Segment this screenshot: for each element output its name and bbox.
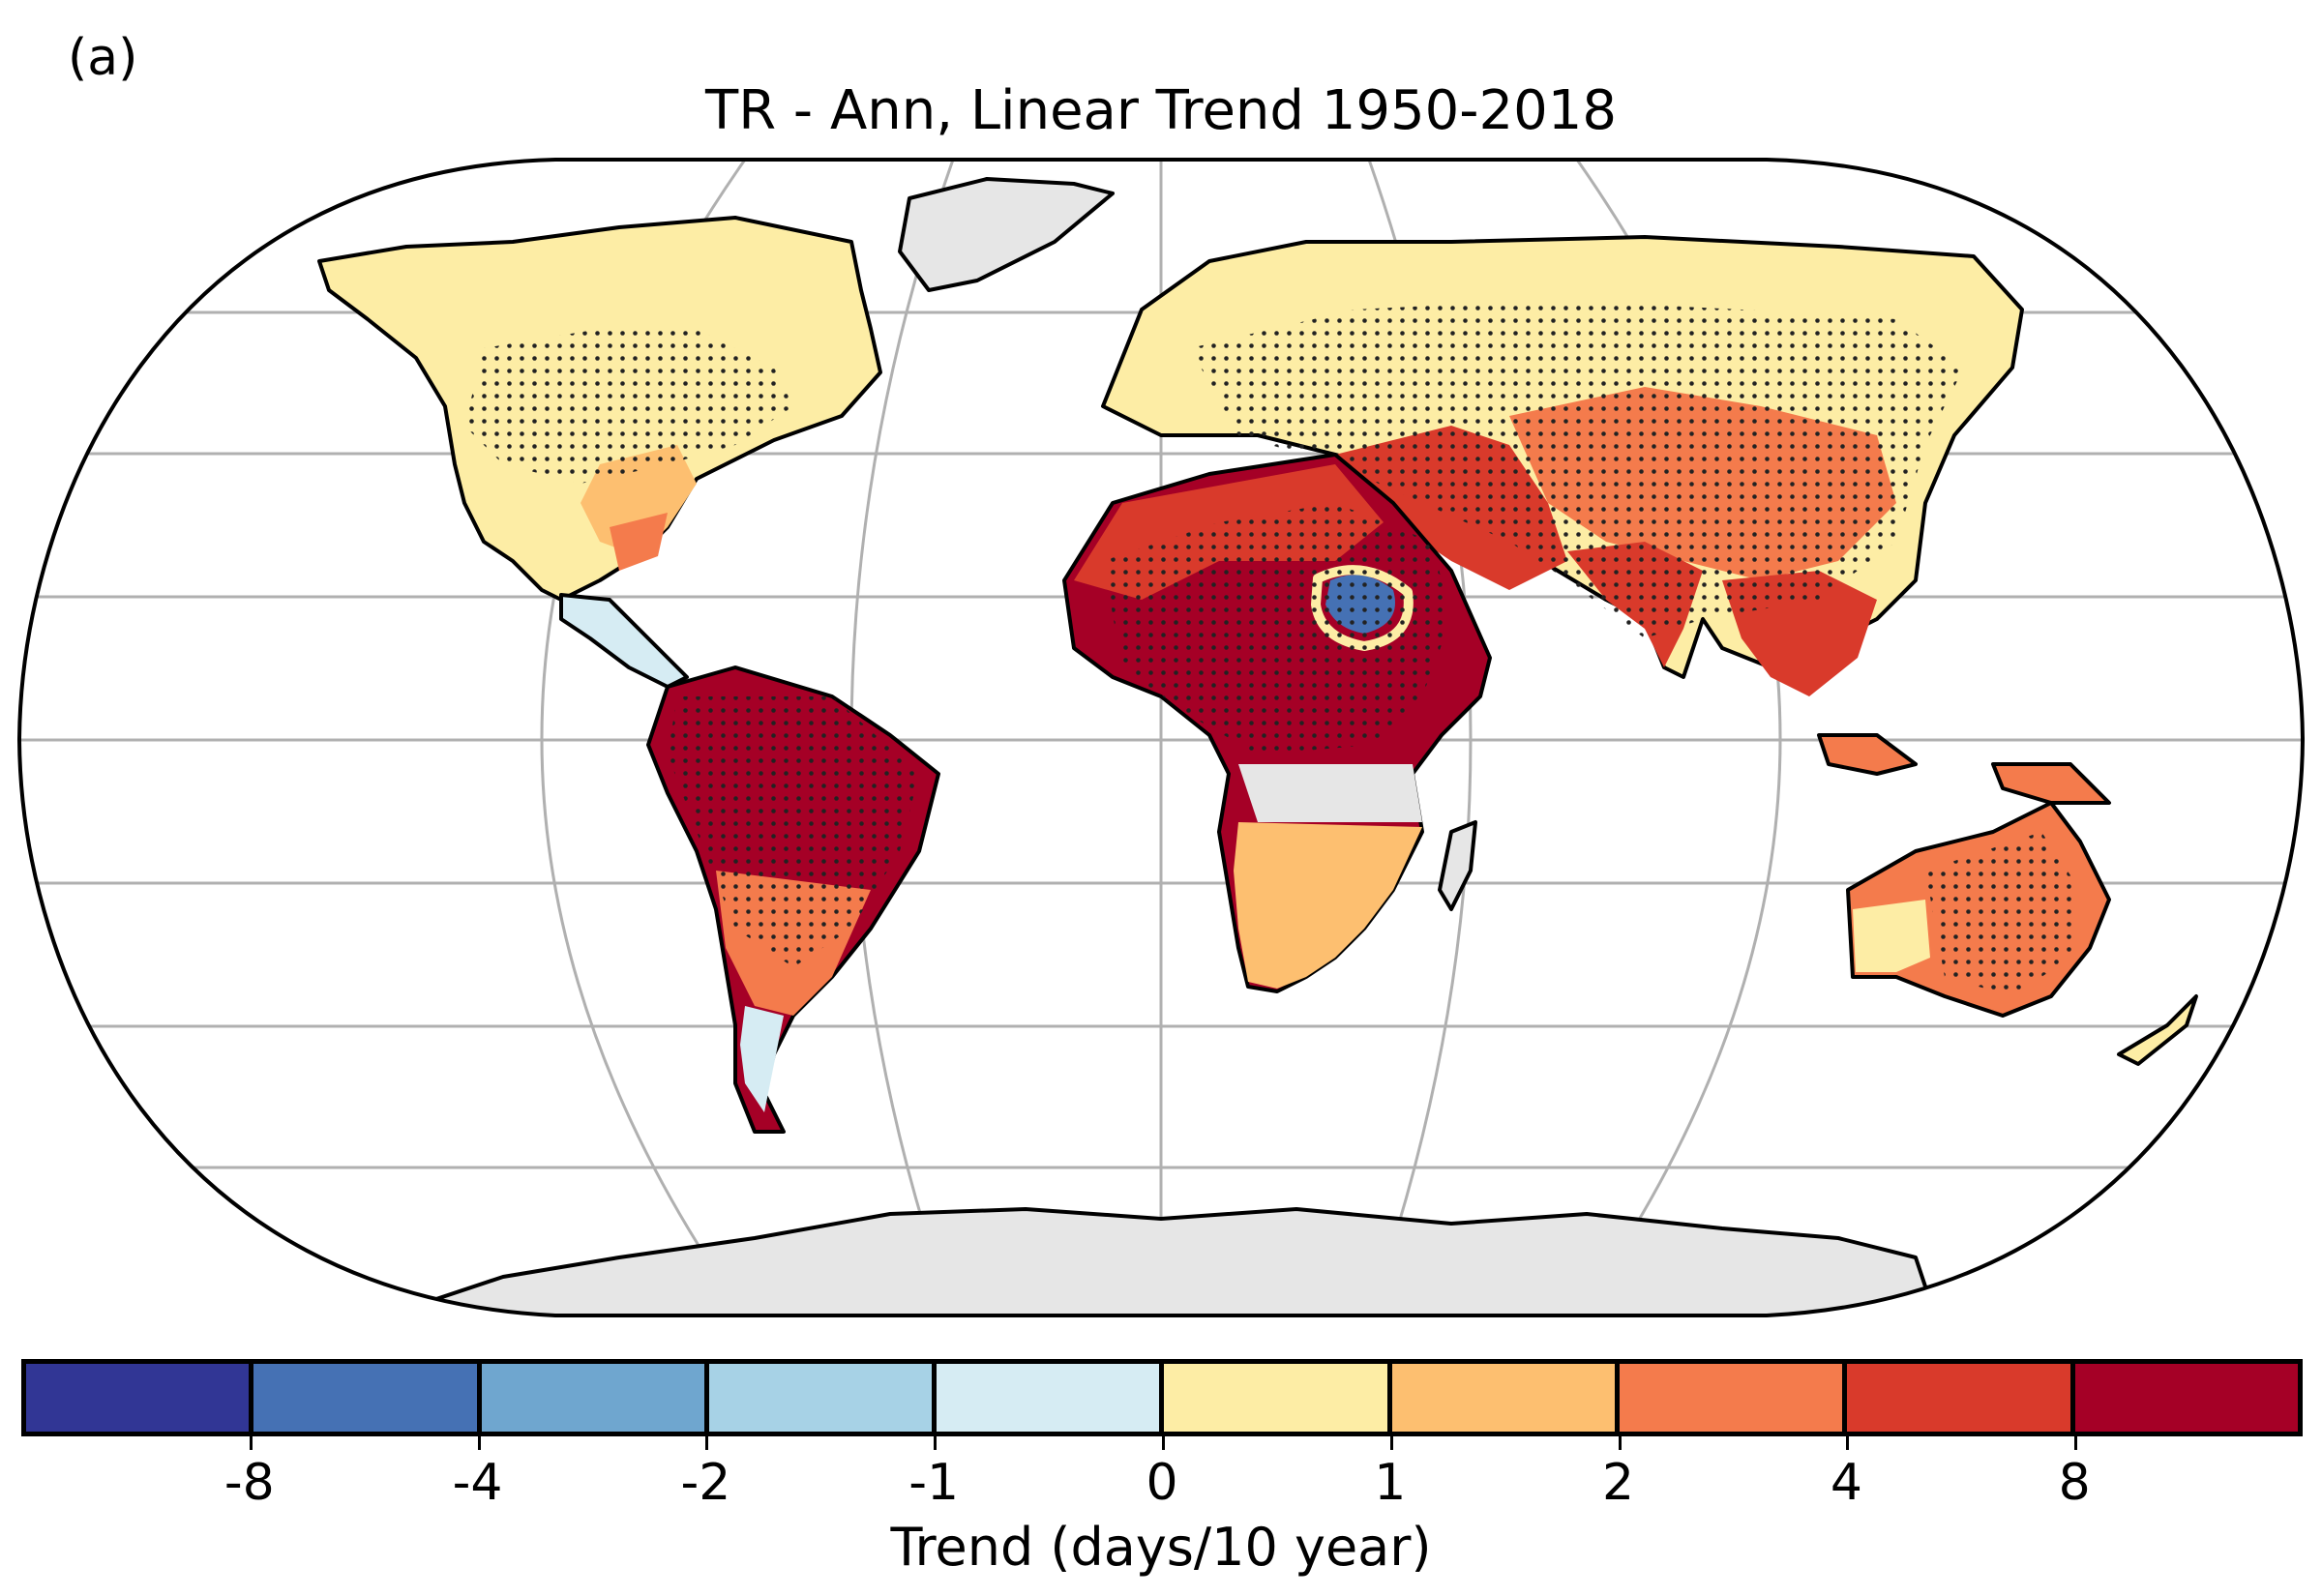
graticule <box>19 160 2303 1315</box>
eurasia-stipple <box>1190 300 1964 638</box>
colorbar-bin <box>1847 1364 2075 1432</box>
colorbar-tick <box>477 1436 481 1450</box>
colorbar-tick <box>1389 1436 1393 1450</box>
colorbar-bin <box>253 1364 482 1432</box>
south-america-stipple <box>668 696 919 967</box>
colorbar-tick-label: -1 <box>908 1454 960 1512</box>
colorbar-bin <box>1164 1364 1392 1432</box>
africa-stipple <box>1103 503 1451 754</box>
colorbar-tick-label: 1 <box>1374 1454 1407 1512</box>
colorbar-tick <box>934 1436 938 1450</box>
new-zealand-land <box>2117 994 2198 1066</box>
colorbar-bin <box>1391 1364 1621 1432</box>
colorbar-tick <box>1162 1436 1165 1450</box>
colorbar-ticks: -8 -4 -2 -1 0 1 2 4 8 <box>21 1436 2303 1512</box>
colorbar-bin <box>481 1364 709 1432</box>
colorbar-label: Trend (days/10 year) <box>890 1517 1432 1578</box>
colorbar-tick-label: 2 <box>1602 1454 1635 1512</box>
madagascar-land <box>1438 820 1477 911</box>
colorbar-tick <box>2074 1436 2078 1450</box>
central-america-land <box>559 593 689 689</box>
world-map <box>16 158 2306 1317</box>
greenland-land <box>898 177 1115 292</box>
panel-label: (a) <box>68 29 138 87</box>
southern-australia-land <box>1853 900 1930 972</box>
colorbar-tick-label: -2 <box>680 1454 731 1512</box>
map-title: TR - Ann, Linear Trend 1950-2018 <box>705 79 1617 142</box>
colorbar-tick <box>1846 1436 1850 1450</box>
indonesia-land <box>1817 733 1918 776</box>
gulf-coast-land <box>610 513 668 571</box>
colorbar-bin <box>26 1364 254 1432</box>
colorbar-bin <box>2074 1364 2298 1432</box>
colorbar <box>21 1359 2303 1436</box>
colorbar-bin <box>708 1364 938 1432</box>
colorbar-bin <box>1620 1364 1848 1432</box>
colorbar-tick-label: 0 <box>1146 1454 1178 1512</box>
patagonia-land <box>740 1006 784 1112</box>
colorbar-tick-label: -4 <box>452 1454 503 1512</box>
colorbar-tick <box>1618 1436 1622 1450</box>
colorbar-bin <box>937 1364 1165 1432</box>
map-boundary <box>16 158 2306 1317</box>
central-africa-nodata-land <box>1238 764 1422 822</box>
colorbar-tick <box>705 1436 709 1450</box>
antarctica-land <box>385 1207 1937 1315</box>
north-america-stipple <box>464 329 793 484</box>
colorbar-tick <box>249 1436 253 1450</box>
colorbar-tick-label: -8 <box>223 1454 275 1512</box>
australia-stipple <box>1925 832 2080 996</box>
colorbar-tick-label: 4 <box>1830 1454 1862 1512</box>
southern-africa-land <box>1234 822 1422 989</box>
new-guinea-land <box>1991 762 2111 805</box>
colorbar-tick-label: 8 <box>2058 1454 2091 1512</box>
